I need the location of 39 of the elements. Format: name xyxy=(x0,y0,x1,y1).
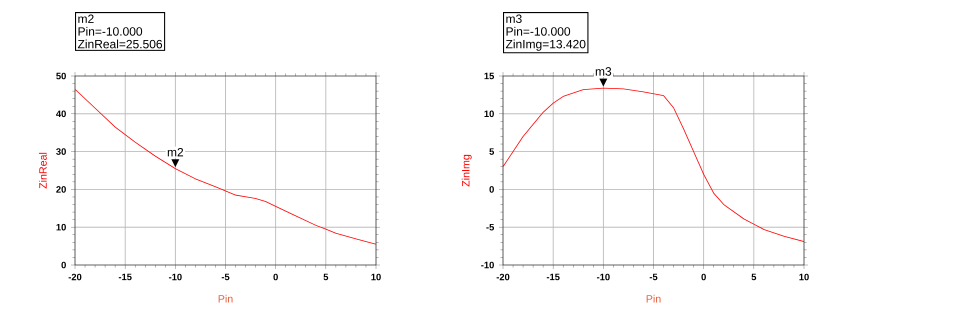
x-tick-label: -20 xyxy=(496,274,510,280)
x-tick-label: -10 xyxy=(596,274,610,280)
x-tick-label: 0 xyxy=(701,274,706,280)
y-tick-label: 40 xyxy=(56,110,66,118)
y-tick-label: 0 xyxy=(61,262,66,268)
text: m3 xyxy=(506,14,522,24)
y-tick-label: 10 xyxy=(56,224,66,230)
y-tick-label: 50 xyxy=(56,72,66,80)
y-tick-label: -10 xyxy=(481,262,494,268)
y-tick-label: 20 xyxy=(56,186,66,193)
x-tick-label: 0 xyxy=(273,274,278,280)
y-tick-label: 15 xyxy=(484,72,494,80)
y-tick-label: -5 xyxy=(486,224,494,230)
x-tick-label: -15 xyxy=(118,274,132,280)
x-axis-title: Pin xyxy=(646,294,661,303)
x-tick-label: -15 xyxy=(546,274,560,280)
y-axis-title: ZinReal xyxy=(38,152,47,189)
text: Pin=-10.000 xyxy=(506,26,570,36)
text: m2 xyxy=(78,14,94,23)
x-tick-label: -5 xyxy=(222,274,230,280)
x-tick-label: 5 xyxy=(324,274,328,280)
x-tick-label: 5 xyxy=(752,274,756,280)
text: ZinImg=13.420 xyxy=(506,40,586,51)
y-axis-title: ZinImg xyxy=(462,154,472,186)
x-tick-label: -20 xyxy=(68,274,82,280)
x-tick-label: 10 xyxy=(371,274,381,280)
line-series xyxy=(502,88,804,242)
y-tick-label: 10 xyxy=(484,110,494,118)
annotation: m2 xyxy=(168,148,184,156)
y-tick-label: 0 xyxy=(489,186,494,193)
text: Pin=-10.000 xyxy=(78,26,142,36)
x-tick-label: -5 xyxy=(650,274,658,280)
x-tick-label: -10 xyxy=(168,274,182,280)
x-axis-title: Pin xyxy=(218,294,233,303)
y-tick-label: 5 xyxy=(489,148,494,155)
text: ZinReal=25.506 xyxy=(78,40,162,48)
annotation: m3 xyxy=(596,67,612,76)
x-tick-label: 10 xyxy=(799,274,809,280)
y-tick-label: 30 xyxy=(56,148,66,155)
